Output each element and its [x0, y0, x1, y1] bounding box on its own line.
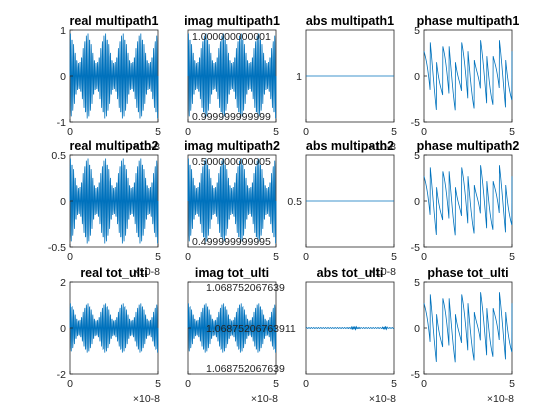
x-tick-label: 5	[273, 251, 279, 263]
x-tick-label: 0	[421, 126, 427, 138]
subplot-title: real multipath2	[70, 139, 159, 153]
x-exponent-label: ×10-8	[487, 393, 514, 405]
x-exponent-label: ×10-8	[369, 266, 396, 278]
y-tick-label: -5	[411, 117, 420, 129]
subplot-6: imag multipath2 0 50.499999999995 0.5000000…	[184, 139, 280, 263]
subplot-10: imag tot_ulti 0 5 ×10-8 1.068752067639 1.0687…	[185, 266, 296, 405]
y-tick-label: -0.5	[48, 242, 66, 254]
subplot-2: imag multipath1 0 50.999999999999 1.0000000…	[184, 14, 280, 138]
y-tick-label: 5	[414, 277, 420, 289]
subplot-title: real tot_ulti	[80, 266, 147, 280]
x-exponent-label: ×10-8	[251, 393, 278, 405]
x-tick-label: 5	[391, 378, 397, 390]
y-tick-label: -5	[411, 242, 420, 254]
y-tick-label: 0.500000000005	[192, 156, 271, 168]
series-line	[423, 40, 513, 111]
x-tick-label: 0	[185, 378, 191, 390]
y-tick-label: 0.5	[287, 196, 302, 208]
x-exponent-label: ×10-8	[369, 141, 396, 153]
y-tick-label: 5	[414, 150, 420, 162]
x-tick-label: 5	[273, 378, 279, 390]
x-tick-label: 5	[391, 251, 397, 263]
x-tick-label: 5	[155, 251, 161, 263]
series-line	[187, 33, 277, 119]
x-tick-label: 0	[303, 251, 309, 263]
subplot-title: phase tot_ulti	[427, 266, 508, 280]
subplot-title: imag multipath1	[184, 14, 280, 28]
subplot-3: abs multipath1 0 5 ×10-8 1	[296, 14, 397, 153]
y-tick-label: 1.06875206763911	[206, 323, 296, 335]
y-tick-label: 0.5	[51, 150, 66, 162]
series-line	[69, 303, 159, 353]
x-tick-label: 5	[509, 126, 515, 138]
x-tick-label: 5	[155, 378, 161, 390]
x-exponent-label: ×10-8	[133, 393, 160, 405]
y-tick-label: 0.999999999999	[192, 111, 271, 123]
y-tick-label: 1	[296, 71, 302, 83]
y-tick-label: 0	[60, 323, 66, 335]
x-tick-label: 0	[185, 126, 191, 138]
x-tick-label: 0	[303, 378, 309, 390]
x-tick-label: 0	[421, 251, 427, 263]
y-tick-label: 0	[414, 71, 420, 83]
x-tick-label: 5	[509, 251, 515, 263]
x-tick-label: 0	[67, 126, 73, 138]
subplot-7: abs multipath2 0 5 ×10-8 0.5	[287, 139, 397, 278]
y-tick-label: 1.000000000001	[192, 31, 271, 43]
y-tick-label: 0	[414, 323, 420, 335]
series-line	[423, 292, 513, 363]
x-tick-label: 5	[391, 126, 397, 138]
series-line	[69, 33, 159, 119]
x-tick-label: 5	[155, 126, 161, 138]
y-tick-label: 0.499999999995	[192, 236, 271, 248]
x-exponent-label: ×10-8	[133, 266, 160, 278]
subplot-title: phase multipath1	[417, 14, 520, 28]
x-tick-label: 0	[303, 126, 309, 138]
series-line	[69, 158, 159, 244]
subplot-11: abs tot_ulti 0 5 ×10-8	[303, 266, 397, 405]
x-exponent-label: ×10-8	[133, 141, 160, 153]
subplot-title: phase multipath2	[417, 139, 520, 153]
series-line	[423, 165, 513, 236]
subplot-title: abs multipath1	[306, 14, 394, 28]
subplot-title: abs tot_ulti	[317, 266, 384, 280]
x-tick-label: 0	[67, 251, 73, 263]
series-line	[187, 303, 277, 353]
y-tick-label: 0	[414, 196, 420, 208]
y-tick-label: 1.068752067639	[206, 282, 285, 294]
series-line	[305, 325, 395, 331]
x-tick-label: 5	[273, 126, 279, 138]
series-line	[187, 158, 277, 244]
x-tick-label: 0	[185, 251, 191, 263]
y-tick-label: 1	[60, 25, 66, 37]
y-tick-label: -1	[57, 117, 66, 129]
y-tick-label: -5	[411, 369, 420, 381]
x-exponent-label: ×10-8	[369, 393, 396, 405]
y-tick-label: 0	[60, 196, 66, 208]
y-tick-label: 5	[414, 25, 420, 37]
subplot-title: imag tot_ulti	[195, 266, 269, 280]
subplot-title: real multipath1	[70, 14, 159, 28]
x-tick-label: 5	[509, 378, 515, 390]
y-tick-label: 1.068752067639	[206, 363, 285, 375]
subplot-title: abs multipath2	[306, 139, 394, 153]
x-tick-label: 0	[67, 378, 73, 390]
y-tick-label: 0	[60, 71, 66, 83]
x-tick-label: 0	[421, 378, 427, 390]
subplot-title: imag multipath2	[184, 139, 280, 153]
y-tick-label: -2	[57, 369, 66, 381]
y-tick-label: 2	[60, 277, 66, 289]
